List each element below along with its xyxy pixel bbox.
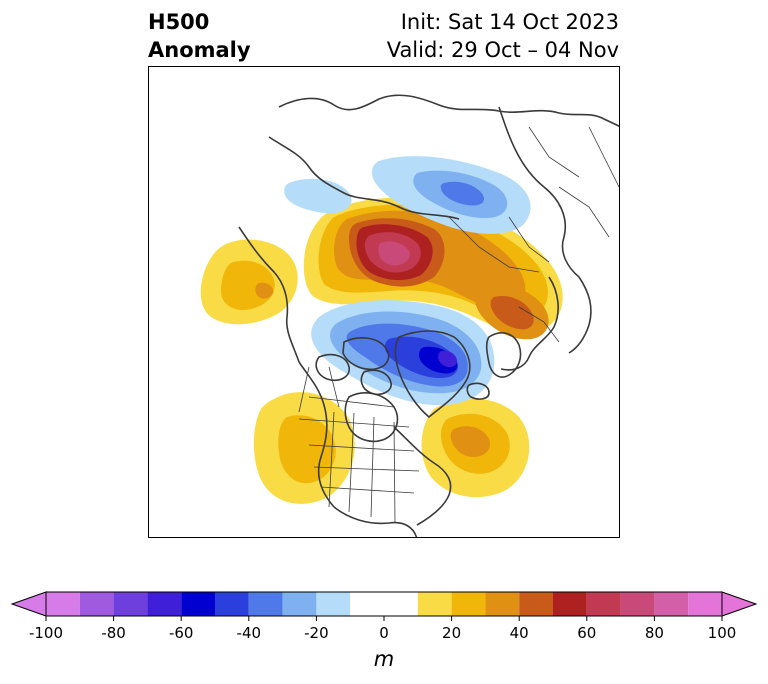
- colorbar-unit: m: [373, 647, 395, 671]
- colorbar-segment: [248, 592, 283, 616]
- colorbar-segment: [586, 592, 621, 616]
- coastlines: [238, 94, 619, 537]
- colorbar-segment: [350, 592, 418, 616]
- field-type: Anomaly: [148, 38, 251, 62]
- colorbar-segment: [654, 592, 689, 616]
- colorbar-segment: [485, 592, 520, 616]
- borders: [298, 126, 619, 523]
- colorbar-segment: [316, 592, 351, 616]
- field-name: H500: [148, 10, 210, 34]
- init-date: Init: Sat 14 Oct 2023: [400, 10, 619, 34]
- colorbar-segment: [282, 592, 317, 616]
- negative-anomaly-canadian-arctic: [311, 300, 495, 406]
- positive-anomaly-west-us: [253, 392, 355, 504]
- colorbar-tick-label: 20: [442, 624, 462, 642]
- colorbar: [10, 591, 758, 621]
- colorbar-ticks: [45, 616, 723, 621]
- colorbar-tick-label: 100: [707, 624, 737, 642]
- chart-title-left: H500 Anomaly: [148, 8, 251, 64]
- map-svg: [200, 94, 619, 537]
- colorbar-under-arrow: [10, 591, 47, 617]
- colorbar-segment: [519, 592, 553, 616]
- map-panel: [148, 66, 620, 538]
- colorbar-segment: [147, 592, 182, 616]
- negative-anomaly-east-siberia: [371, 156, 531, 234]
- colorbar-segment: [451, 592, 486, 616]
- colorbar-segments: [10, 591, 758, 617]
- colorbar-over-arrow: [721, 591, 758, 617]
- colorbar-segment: [181, 592, 215, 616]
- negative-anomaly-bering: [284, 178, 352, 214]
- colorbar-segment: [46, 592, 80, 616]
- colorbar-segment: [79, 592, 114, 616]
- colorbar-segment: [620, 592, 655, 616]
- colorbar-segment: [417, 592, 452, 616]
- colorbar-tick-label: -20: [304, 624, 329, 642]
- valid-range: Valid: 29 Oct – 04 Nov: [386, 38, 619, 62]
- colorbar-tick-label: 0: [379, 624, 389, 642]
- colorbar-tick-label: -60: [168, 624, 194, 642]
- colorbar-tick-label: -100: [28, 624, 64, 642]
- colorbar-segment: [215, 592, 249, 616]
- colorbar-tick-label: -80: [101, 624, 126, 642]
- positive-anomaly-pacific: [200, 239, 298, 325]
- colorbar-tick-label: 40: [509, 624, 529, 642]
- colorbar-tick-label: 60: [577, 624, 597, 642]
- positive-anomaly-atlantic: [421, 398, 530, 498]
- anomaly-shading: [200, 156, 563, 504]
- chart-title-right: Init: Sat 14 Oct 2023 Valid: 29 Oct – 04…: [387, 8, 619, 64]
- colorbar-segment: [688, 592, 722, 616]
- colorbar-tick-label: -40: [236, 624, 262, 642]
- colorbar-tick-label: 80: [644, 624, 664, 642]
- colorbar-segment: [553, 592, 587, 616]
- colorbar-segment: [113, 592, 148, 616]
